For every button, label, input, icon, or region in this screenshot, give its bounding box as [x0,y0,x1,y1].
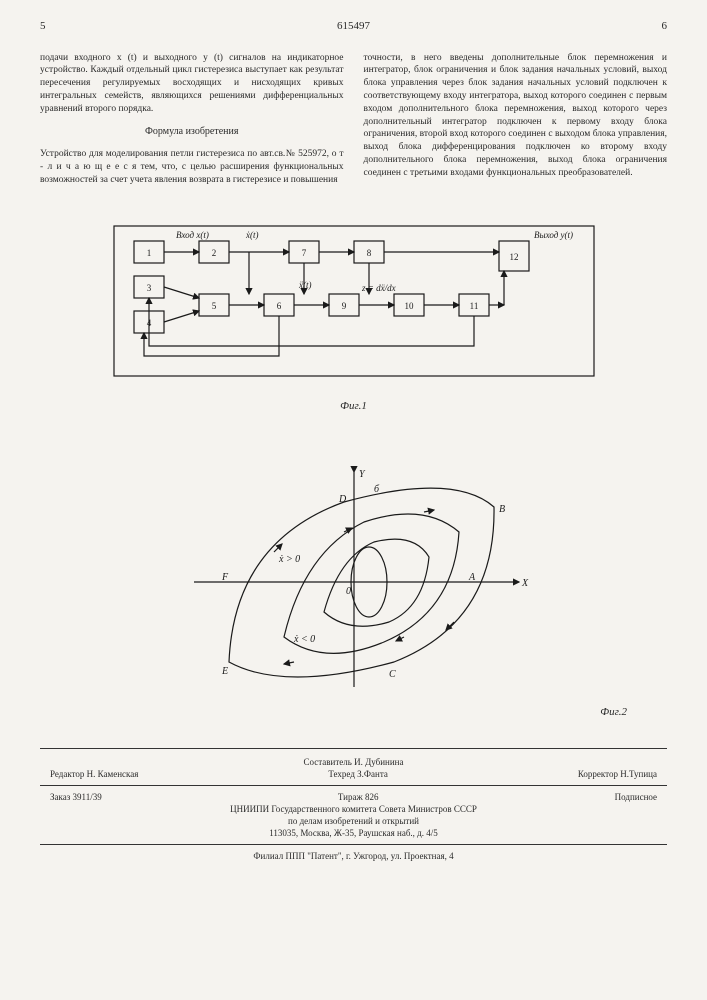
right-para-1: точности, в него введены дополнительные … [364,52,668,180]
hysteresis-svg: Y X A B C D E F б ẋ > 0 ẋ < 0 0 [174,462,534,702]
origin-label: 0 [346,586,351,597]
org-line-1: ЦНИИПИ Государственного комитета Совета … [40,804,667,814]
z-label: z = dẍ/dx [361,283,396,293]
block-2: 2 [211,248,216,258]
point-c: C [389,669,396,680]
address-1: 113035, Москва, Ж-35, Раушская наб., д. … [40,828,667,838]
xddot-label: ẍ(t) [298,280,312,290]
tech: Техред З.Фанта [328,769,387,779]
subscription: Подписное [615,792,657,802]
block-7: 7 [301,248,306,258]
page-col-left: 5 [40,20,46,32]
address-2: Филиал ППП "Патент", г. Ужгород, ул. Про… [40,851,667,861]
point-e: E [221,666,228,677]
org-line-2: по делам изобретений и открытий [40,816,667,826]
region-1: ẋ > 0 [278,554,300,565]
text-columns: подачи входного х (t) и выходного у (t) … [40,42,667,196]
formula-heading: Формула изобретения [40,125,344,139]
page-col-right: 6 [662,20,668,32]
axis-x-label: X [521,578,529,589]
point-f: F [221,572,229,583]
block-9: 9 [341,301,346,311]
output-label: Выход y(t) [534,230,573,240]
tirazh: Тираж 826 [338,792,379,802]
footer: Составитель И. Дубинина Редактор Н. Каме… [40,748,667,861]
input-label: Вход x(t) [176,230,209,240]
left-column: подачи входного х (t) и выходного у (t) … [40,42,344,196]
right-column: точности, в него введены дополнительные … [364,42,668,196]
block-12: 12 [509,252,518,262]
fig1-caption: Фиг.1 [40,400,667,412]
figure-1: 1 2 7 8 12 3 4 5 6 9 10 11 [40,216,667,412]
point-b: B [499,504,505,515]
point-d: D [338,494,347,505]
left-para-2: Устройство для моделирования петли гисте… [40,148,344,186]
axis-y-label: Y [359,469,366,480]
block-1: 1 [146,248,151,258]
block-6: 6 [276,301,281,311]
block-10: 10 [404,301,414,311]
left-para-1: подачи входного х (t) и выходного у (t) … [40,52,344,116]
block-3: 3 [146,283,151,293]
block-11: 11 [469,301,478,311]
block-8: 8 [366,248,371,258]
figure-2: Y X A B C D E F б ẋ > 0 ẋ < 0 0 Фиг.2 [40,462,667,718]
point-a: A [468,572,476,583]
block-5: 5 [211,301,216,311]
region-2: ẋ < 0 [293,634,315,645]
order-num: Заказ 3911/39 [50,792,102,802]
compiler: Составитель И. Дубинина [40,757,667,767]
document-number: 615497 [337,20,370,32]
xdot-label: ẋ(t) [245,230,259,240]
editor: Редактор Н. Каменская [50,769,138,779]
fig2-caption: Фиг.2 [40,706,667,718]
corrector: Корректор Н.Тупица [578,769,657,779]
block-diagram-svg: 1 2 7 8 12 3 4 5 6 9 10 11 [104,216,604,396]
